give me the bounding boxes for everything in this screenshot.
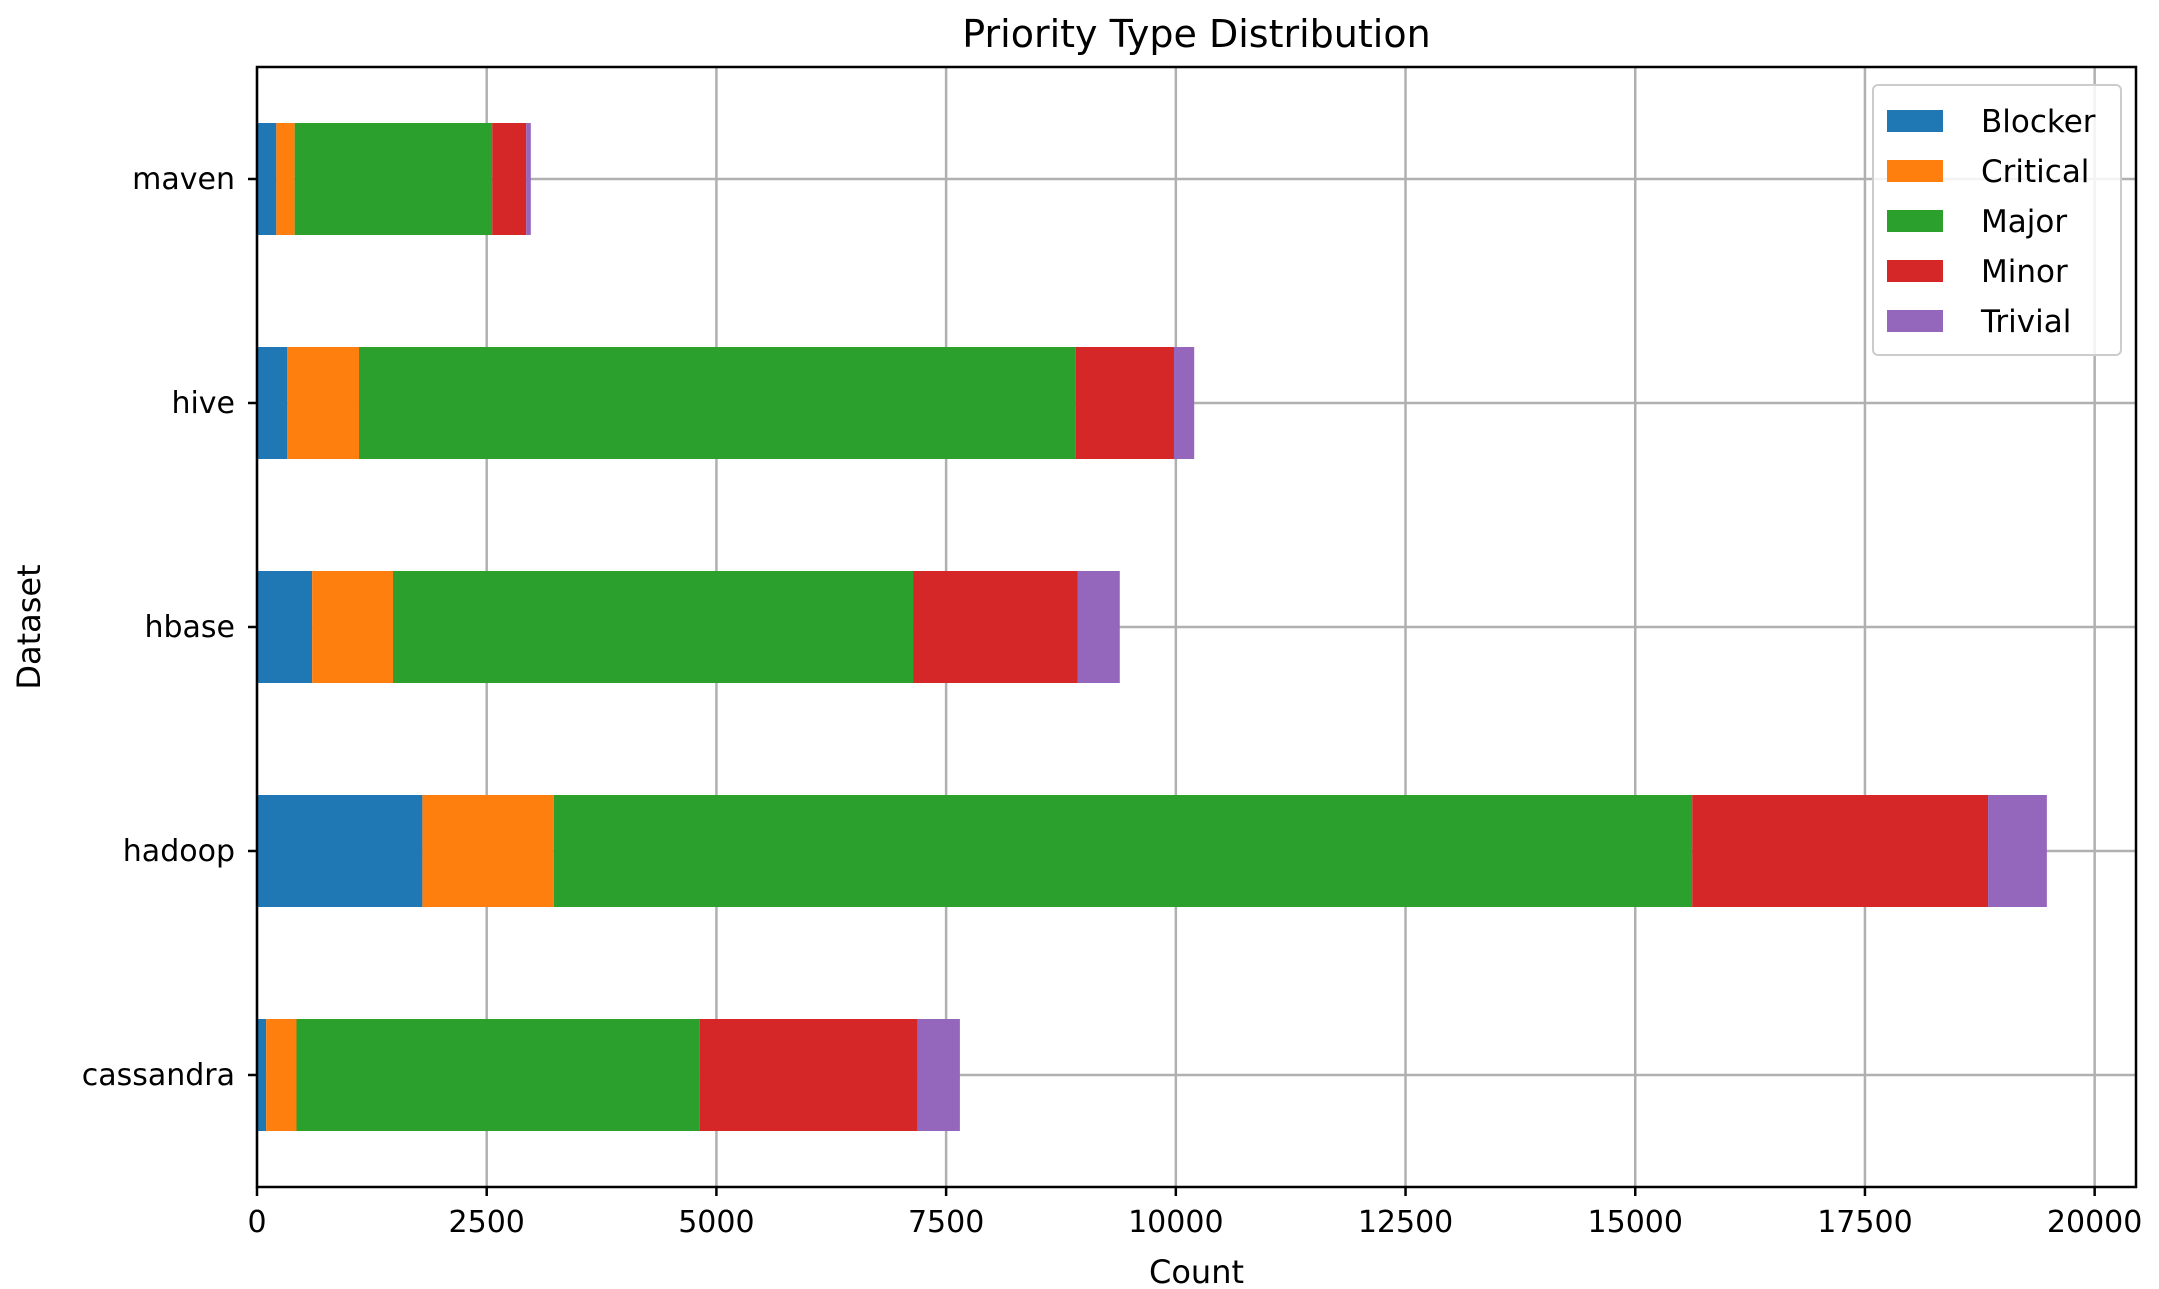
- x-tick-label: 20000: [2047, 1205, 2142, 1240]
- bar-hive-blocker: [257, 347, 288, 459]
- legend-swatch-critical: [1887, 160, 1943, 182]
- bar-maven-blocker: [257, 123, 277, 235]
- bar-cassandra-blocker: [257, 1019, 267, 1131]
- legend-swatch-trivial: [1887, 310, 1943, 332]
- x-tick-label: 15000: [1588, 1205, 1683, 1240]
- bar-maven-trivial: [526, 123, 531, 235]
- legend-label-major: Major: [1981, 204, 2067, 240]
- x-tick-label: 10000: [1128, 1205, 1223, 1240]
- y-tick-label: maven: [132, 162, 235, 197]
- bar-maven-minor: [492, 123, 527, 235]
- bar-maven-critical: [276, 123, 295, 235]
- legend-label-blocker: Blocker: [1981, 104, 2096, 140]
- y-tick-label: cassandra: [82, 1058, 235, 1093]
- bar-hbase-critical: [312, 571, 393, 683]
- bar-cassandra-critical: [266, 1019, 297, 1131]
- bar-hive-critical: [287, 347, 359, 459]
- y-axis-label: Dataset: [10, 564, 48, 689]
- chart-title: Priority Type Distribution: [962, 12, 1430, 56]
- legend-label-trivial: Trivial: [1980, 304, 2071, 340]
- bar-hbase-major: [392, 571, 914, 683]
- bar-hive-minor: [1075, 347, 1174, 459]
- x-tick-label: 7500: [908, 1205, 984, 1240]
- legend-swatch-minor: [1887, 260, 1943, 282]
- x-tick-label: 12500: [1358, 1205, 1453, 1240]
- x-tick-label: 2500: [449, 1205, 525, 1240]
- bar-hive-major: [358, 347, 1076, 459]
- bar-hadoop-minor: [1692, 795, 1989, 907]
- bar-cassandra-major: [296, 1019, 700, 1131]
- bar-cassandra-minor: [699, 1019, 918, 1131]
- y-tick-label: hadoop: [123, 834, 235, 869]
- bar-hadoop-blocker: [257, 795, 423, 907]
- bar-hbase-trivial: [1077, 571, 1120, 683]
- x-tick-label: 5000: [678, 1205, 754, 1240]
- legend-swatch-blocker: [1887, 110, 1943, 132]
- legend-label-critical: Critical: [1981, 154, 2089, 190]
- legend-box: [1872, 84, 2122, 356]
- bar-hadoop-major: [553, 795, 1693, 907]
- bar-hbase-blocker: [257, 571, 313, 683]
- bar-maven-major: [294, 123, 493, 235]
- bar-hbase-minor: [913, 571, 1078, 683]
- legend-swatch-major: [1887, 210, 1943, 232]
- y-tick-label: hbase: [144, 610, 235, 645]
- bar-hadoop-critical: [422, 795, 554, 907]
- x-tick-label: 17500: [1817, 1205, 1912, 1240]
- x-tick-label: 0: [247, 1205, 266, 1240]
- legend: Blocker Critical Major Minor Trivial: [1872, 84, 2122, 356]
- bar-hadoop-trivial: [1988, 795, 2047, 907]
- legend-label-minor: Minor: [1981, 254, 2068, 290]
- bars: [257, 123, 2047, 1131]
- bar-hive-trivial: [1173, 347, 1195, 459]
- axis-ticks: 0 2500 5000 7500 10000 12500 15000 17500 20000 ca…: [82, 162, 2143, 1240]
- bar-cassandra-trivial: [917, 1019, 960, 1131]
- y-tick-label: hive: [171, 386, 235, 421]
- x-axis-label: Count: [1149, 1253, 1244, 1289]
